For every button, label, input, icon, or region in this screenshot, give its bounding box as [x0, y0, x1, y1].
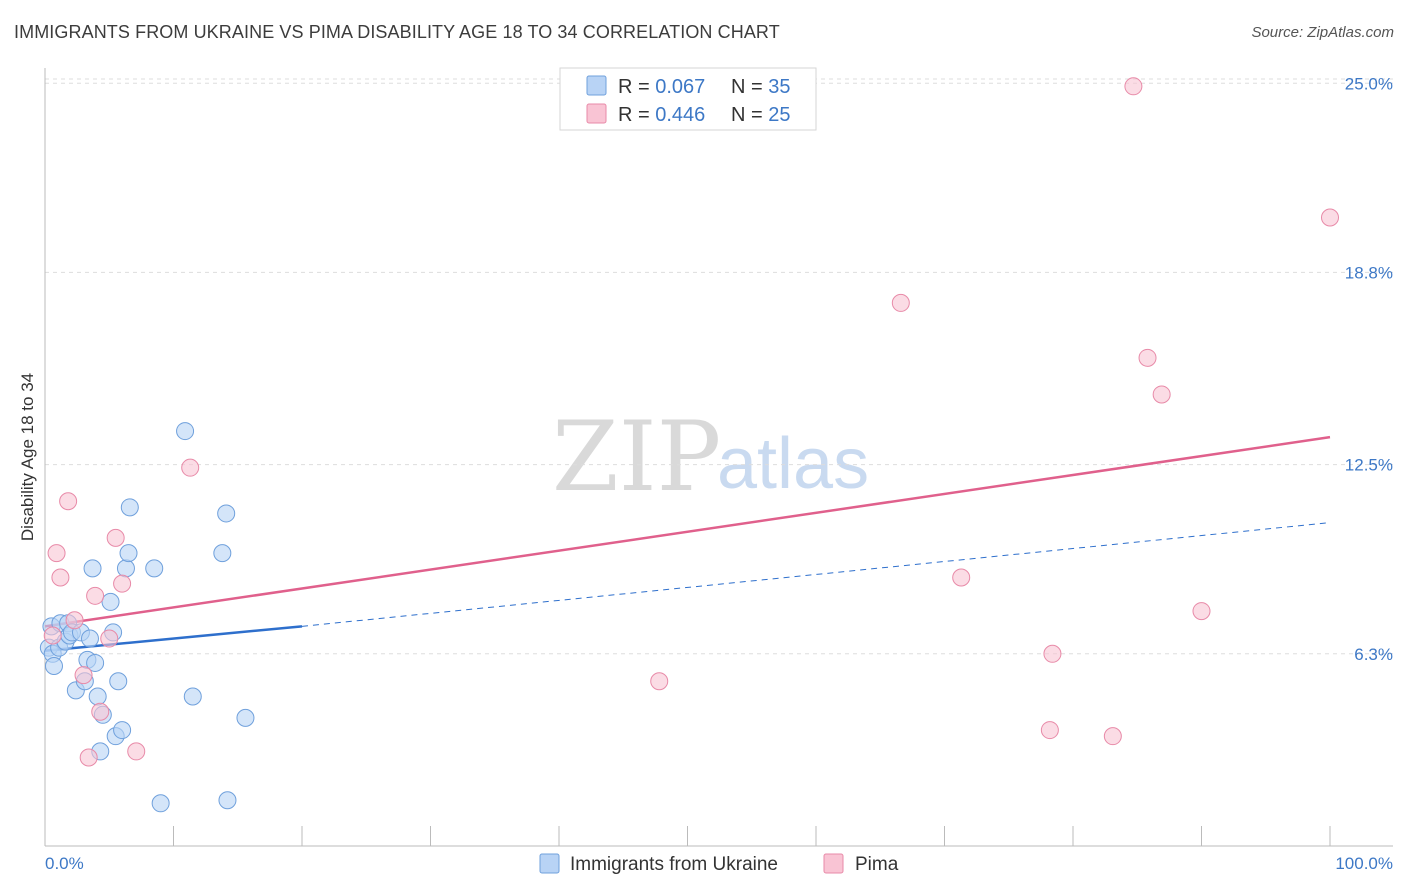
point-ukraine-30	[176, 422, 195, 441]
point-ukraine-35	[236, 708, 255, 727]
legend-row-1-n: N = 35	[731, 76, 791, 98]
point-ukraine-31	[183, 687, 202, 706]
point-pima-6	[79, 748, 98, 767]
point-ukraine-17	[88, 687, 107, 706]
bottom-legend-label-ukraine: Immigrants from Ukraine	[570, 854, 778, 875]
bottom-legend-swatch-ukraine	[539, 853, 560, 874]
point-ukraine-34	[218, 791, 237, 810]
gridlines	[45, 78, 1393, 655]
point-pima-14	[650, 672, 669, 691]
trend-pima	[44, 435, 1331, 628]
point-pima-5	[74, 666, 93, 685]
point-pima-11	[113, 574, 132, 593]
point-pima-0	[43, 626, 62, 645]
point-pima-10	[106, 528, 125, 547]
point-ukraine-20	[101, 592, 120, 611]
point-ukraine-16	[86, 653, 105, 672]
point-pima-15	[891, 293, 910, 312]
y-tick-labels: 6.3% 12.5% 18.8% 25.0%	[1345, 74, 1393, 664]
legend-r-label-2: R =	[618, 104, 655, 126]
point-pima-1	[47, 544, 66, 563]
point-pima-12	[127, 742, 146, 761]
point-ukraine-24	[113, 721, 132, 740]
legend-n-label-1: N =	[731, 76, 768, 98]
y-tick-label-2: 18.8%	[1345, 263, 1393, 282]
y-tick-label-3: 25.0%	[1345, 74, 1393, 93]
point-pima-17	[1043, 644, 1062, 663]
legend-n-value-2: 25	[768, 104, 790, 126]
point-ukraine-32	[213, 544, 232, 563]
point-ukraine-23	[109, 672, 128, 691]
point-pima-24	[1321, 208, 1339, 227]
y-tick-label-1: 12.5%	[1345, 456, 1393, 475]
legend-r-value-2: 0.446	[655, 104, 705, 126]
point-pima-16	[952, 568, 971, 587]
point-pima-21	[1138, 348, 1157, 367]
point-pima-7	[86, 586, 105, 605]
legend-swatch-ukraine	[586, 75, 607, 96]
bottom-legend-label-pima: Pima	[855, 854, 899, 875]
y-axis-label: Disability Age 18 to 34	[18, 373, 37, 541]
point-ukraine-3	[44, 656, 63, 675]
legend-n-value-1: 35	[768, 76, 790, 98]
point-pima-2	[51, 568, 70, 587]
bottom-legend-swatch-pima	[823, 853, 844, 874]
point-pima-8	[91, 702, 110, 721]
bottom-legend: Immigrants from Ukraine Pima	[539, 853, 899, 875]
point-pima-19	[1103, 727, 1122, 746]
point-pima-20	[1124, 77, 1143, 96]
point-pima-13	[181, 458, 200, 477]
trend-ukraine-dashed	[301, 522, 1331, 627]
point-ukraine-27	[120, 498, 139, 517]
point-ukraine-33	[217, 504, 236, 523]
legend-box: R = 0.067 N = 35 R = 0.446 N = 25	[559, 67, 817, 131]
x-tick-label-min: 0.0%	[45, 854, 84, 873]
watermark-atlas: atlas	[717, 424, 869, 504]
y-tick-label-0: 6.3%	[1354, 645, 1393, 664]
point-ukraine-14	[80, 629, 99, 648]
legend-row-2-n: N = 25	[731, 104, 791, 126]
point-pima-22	[1152, 385, 1171, 404]
legend-n-label-2: N =	[731, 104, 768, 126]
watermark-zip: ZIP	[552, 401, 721, 513]
point-ukraine-15	[83, 559, 102, 578]
x-tick-label-max: 100.0%	[1335, 854, 1393, 873]
source-credit: Source: ZipAtlas.com	[1251, 24, 1394, 41]
legend-swatch-pima	[586, 103, 607, 124]
point-ukraine-25	[116, 559, 135, 578]
legend-r-label-1: R =	[618, 76, 655, 98]
legend-row-1: R = 0.067	[618, 76, 705, 98]
point-pima-23	[1192, 602, 1211, 621]
point-pima-3	[59, 492, 78, 511]
legend-r-value-1: 0.067	[655, 76, 705, 98]
point-pima-4	[65, 611, 84, 630]
point-pima-9	[100, 629, 119, 648]
scatter-points	[39, 77, 1339, 813]
chart-title: IMMIGRANTS FROM UKRAINE VS PIMA DISABILI…	[14, 22, 780, 42]
point-ukraine-28	[145, 559, 164, 578]
point-ukraine-29	[151, 794, 170, 813]
x-ticks	[44, 826, 1331, 846]
legend-row-2: R = 0.446	[618, 104, 705, 126]
point-ukraine-26	[119, 544, 138, 563]
point-pima-18	[1040, 721, 1059, 740]
